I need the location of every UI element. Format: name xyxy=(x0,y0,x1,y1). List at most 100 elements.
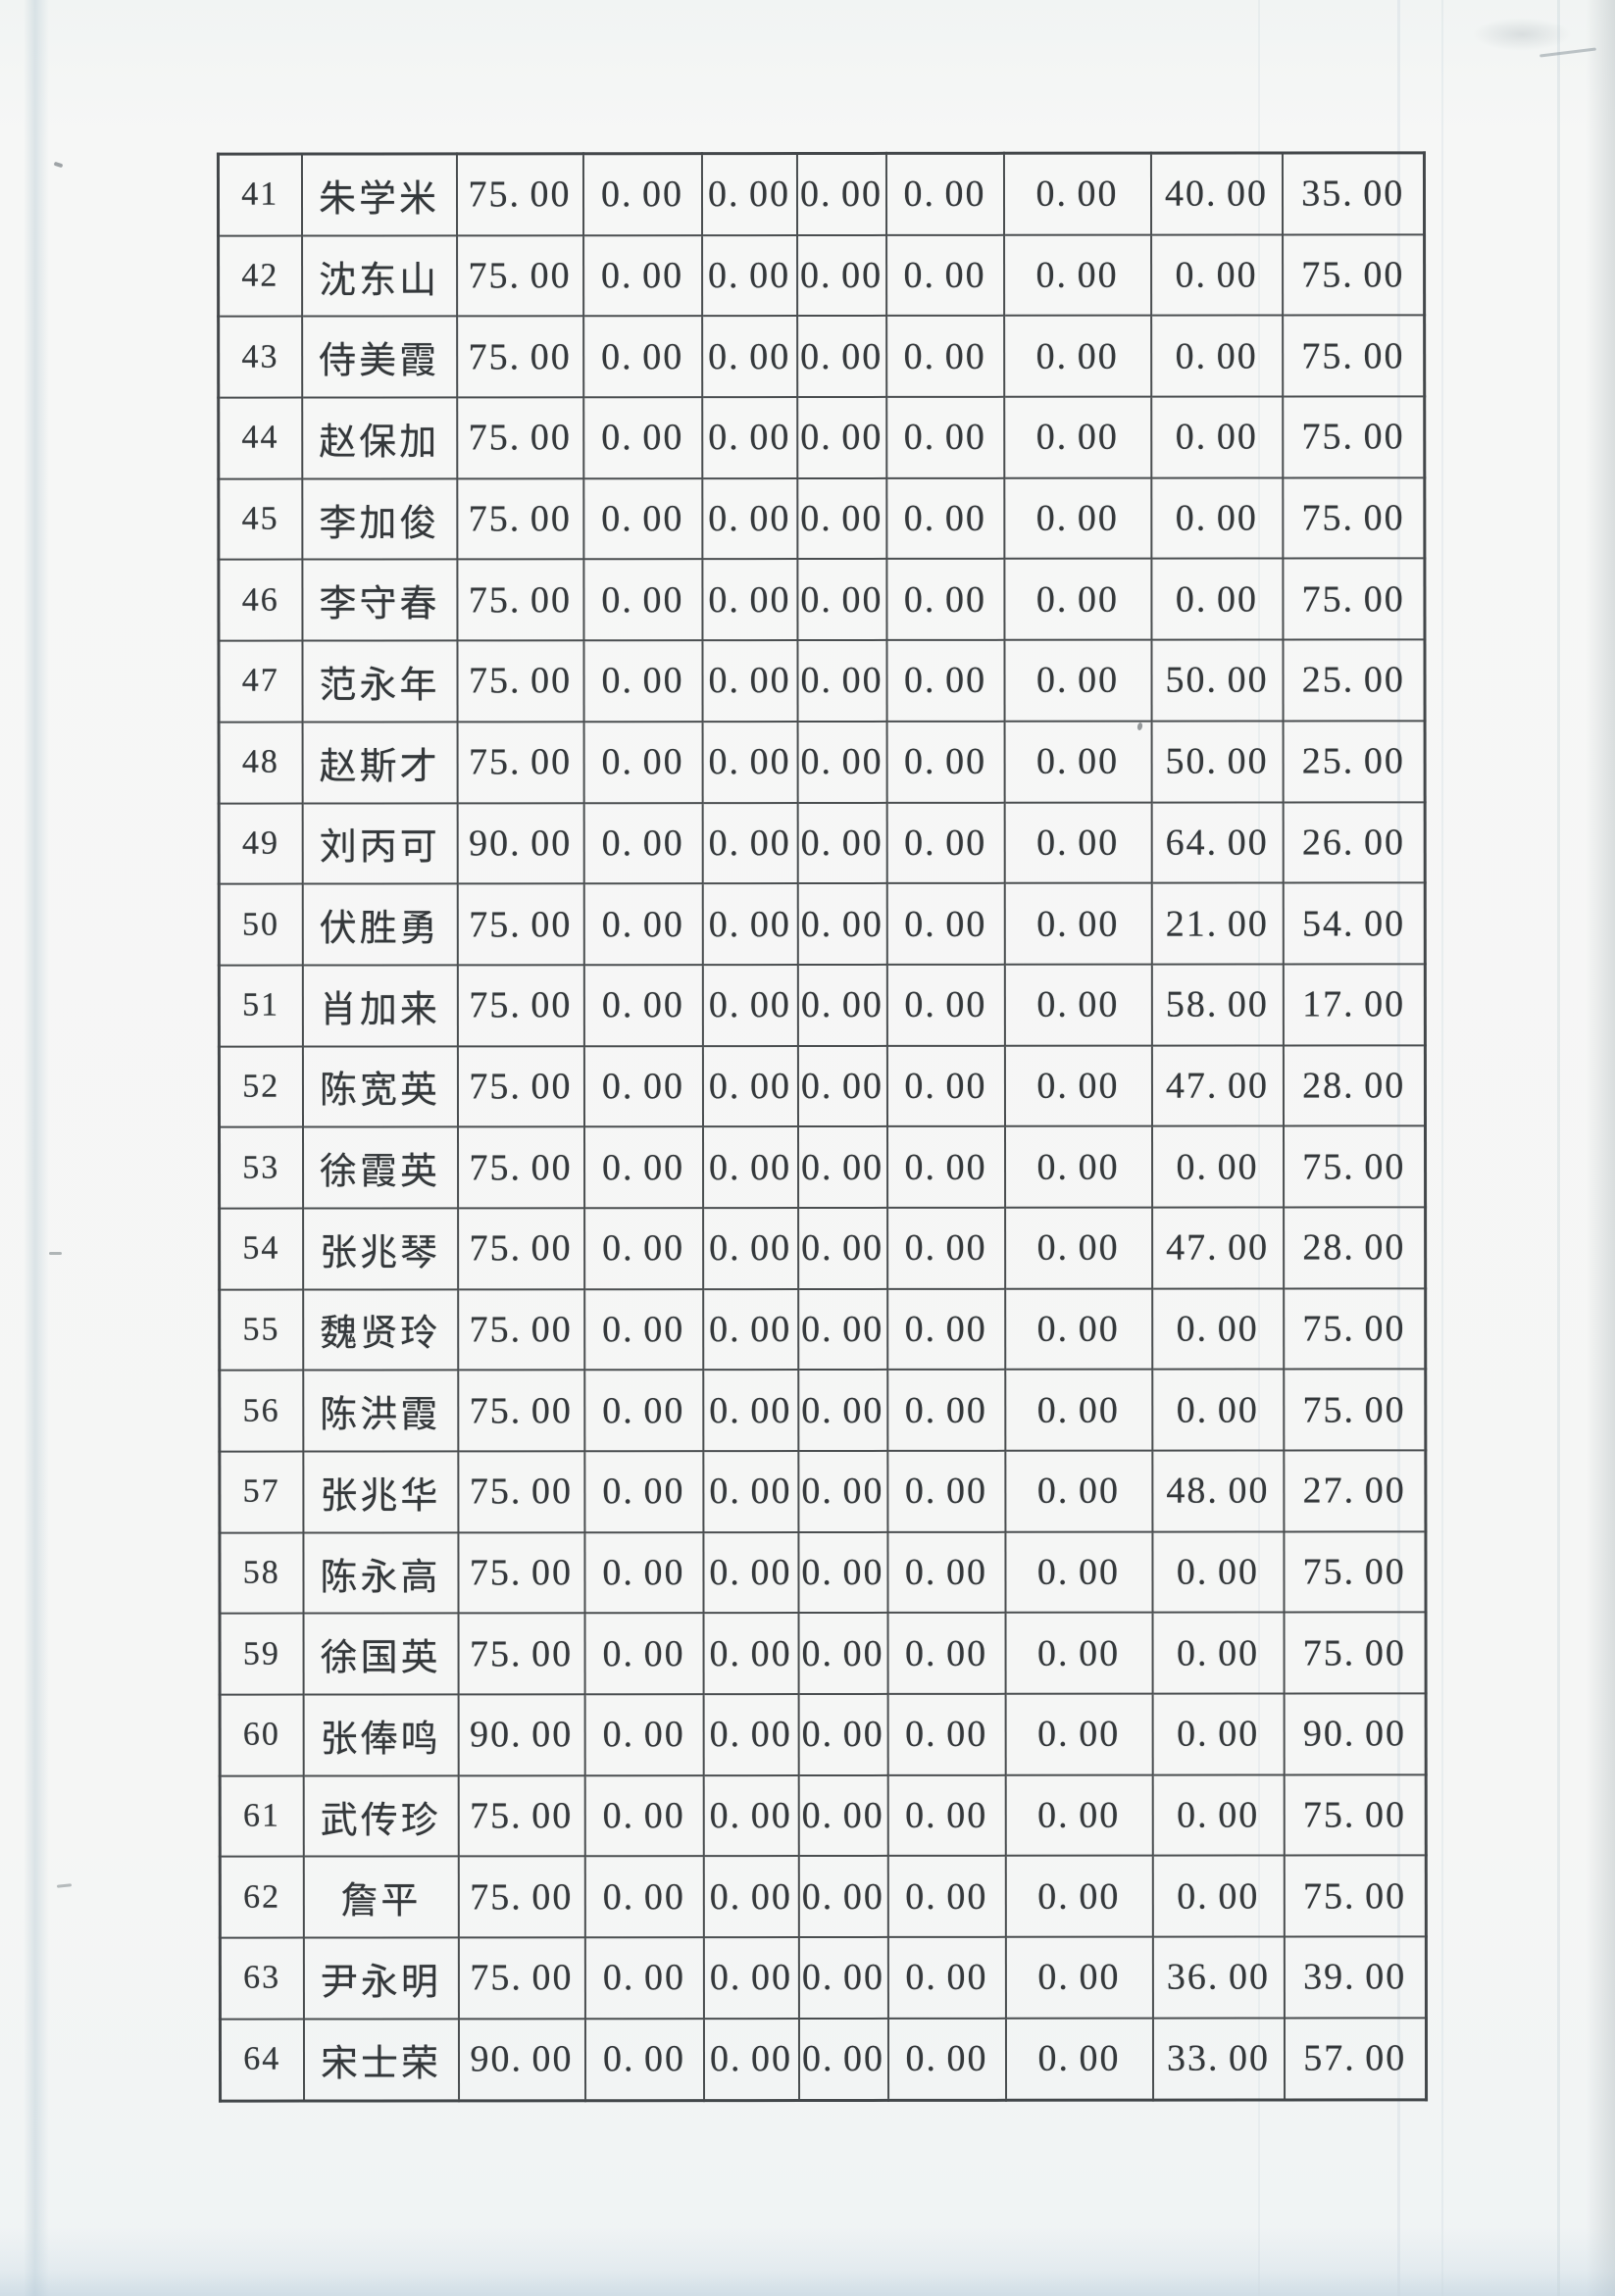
value-cell: 39. 00 xyxy=(1284,1936,1427,2019)
paper-fold-line xyxy=(1397,0,1400,2296)
value-cell: 0. 00 xyxy=(701,153,797,235)
value-cell: 0. 00 xyxy=(1150,315,1283,397)
value-cell: 0. 00 xyxy=(797,1126,887,1208)
value-cell: 0. 00 xyxy=(887,1936,1006,2019)
value-cell: 0. 00 xyxy=(584,1937,704,2020)
row-number-cell: 64 xyxy=(220,2019,304,2101)
value-cell: 0. 00 xyxy=(1004,964,1152,1046)
value-cell: 0. 00 xyxy=(886,721,1005,803)
value-cell: 25. 00 xyxy=(1283,721,1426,803)
value-cell: 0. 00 xyxy=(703,1856,799,1938)
table-row: 42 沈东山 75. 00 0. 00 0. 00 0. 00 0. 00 0. 00 0. 0… xyxy=(218,234,1425,318)
value-cell: 0. 00 xyxy=(886,1450,1005,1532)
value-cell: 75. 00 xyxy=(458,1613,585,1695)
value-cell: 75. 00 xyxy=(458,1775,585,1857)
value-cell: 0. 00 xyxy=(797,883,887,965)
table-row: 45 李加俊 75. 00 0. 00 0. 00 0. 00 0. 00 0. 00 0. 0… xyxy=(218,477,1425,561)
value-cell: 75. 00 xyxy=(457,1126,584,1209)
scan-edge-bottom xyxy=(0,2227,1615,2296)
value-cell: 0. 00 xyxy=(797,1450,887,1532)
name-cell: 徐霞英 xyxy=(302,1126,458,1209)
row-number-cell: 61 xyxy=(220,1775,304,1858)
value-cell: 21. 00 xyxy=(1151,882,1284,965)
value-cell: 0. 00 xyxy=(1004,1045,1152,1127)
margin-ink-mark xyxy=(53,161,64,169)
row-number-cell: 55 xyxy=(219,1289,303,1371)
value-cell: 0. 00 xyxy=(797,1288,887,1371)
value-cell: 75. 00 xyxy=(457,1451,584,1533)
paper-fold-line xyxy=(1557,0,1560,2296)
value-cell: 75. 00 xyxy=(456,478,583,560)
value-cell: 75. 00 xyxy=(1282,396,1425,478)
value-cell: 0. 00 xyxy=(1150,234,1283,317)
value-cell: 0. 00 xyxy=(796,153,886,235)
value-cell: 0. 00 xyxy=(885,477,1004,560)
value-cell: 0. 00 xyxy=(583,1288,703,1371)
name-cell: 赵斯才 xyxy=(302,722,458,804)
value-cell: 75. 00 xyxy=(458,1856,585,1938)
value-cell: 75. 00 xyxy=(1283,1125,1426,1208)
value-cell: 0. 00 xyxy=(703,1694,799,1775)
value-cell: 0. 00 xyxy=(886,964,1005,1046)
value-cell: 35. 00 xyxy=(1282,152,1425,235)
value-cell: 0. 00 xyxy=(583,1208,703,1289)
value-cell: 0. 00 xyxy=(702,1288,798,1371)
value-cell: 75. 00 xyxy=(1282,558,1425,640)
value-cell: 75. 00 xyxy=(456,559,583,641)
value-cell: 0. 00 xyxy=(582,316,702,398)
value-cell: 75. 00 xyxy=(457,1370,584,1452)
value-cell: 0. 00 xyxy=(885,316,1004,397)
name-cell: 魏贤玲 xyxy=(302,1289,458,1371)
value-cell: 75. 00 xyxy=(457,1288,584,1371)
value-cell: 0. 00 xyxy=(1003,153,1151,235)
value-cell: 0. 00 xyxy=(1151,1369,1284,1451)
value-cell: 33. 00 xyxy=(1152,2018,1285,2100)
value-cell: 0. 00 xyxy=(886,1045,1005,1127)
value-cell: 0. 00 xyxy=(583,1126,703,1209)
value-cell: 0. 00 xyxy=(1004,1125,1152,1208)
value-cell: 0. 00 xyxy=(797,802,887,884)
value-cell: 0. 00 xyxy=(1003,234,1151,317)
value-cell: 0. 00 xyxy=(702,1207,798,1289)
value-cell: 0. 00 xyxy=(886,1126,1005,1208)
table-row: 56 陈洪霞 75. 00 0. 00 0. 00 0. 00 0. 00 0. 00 0. 0… xyxy=(219,1369,1426,1452)
table-row: 60 张俸鸣 90. 00 0. 00 0. 00 0. 00 0. 00 0. 00 0. 0… xyxy=(220,1693,1427,1776)
table-row: 47 范永年 75. 00 0. 00 0. 00 0. 00 0. 00 0. 00 50. … xyxy=(218,639,1426,723)
value-cell: 75. 00 xyxy=(1283,1531,1427,1613)
value-cell: 0. 00 xyxy=(1004,1369,1152,1451)
value-cell: 0. 00 xyxy=(702,1126,798,1209)
name-cell: 宋士荣 xyxy=(303,2019,459,2101)
row-number-cell: 45 xyxy=(218,478,302,561)
value-cell: 75. 00 xyxy=(1284,1612,1427,1694)
value-cell: 0. 00 xyxy=(703,1613,799,1695)
name-cell: 侍美霞 xyxy=(301,316,457,398)
name-cell: 刘丙可 xyxy=(302,802,458,884)
table-row: 55 魏贤玲 75. 00 0. 00 0. 00 0. 00 0. 00 0. 00 0. 0… xyxy=(219,1287,1426,1371)
value-cell: 17. 00 xyxy=(1283,964,1426,1046)
row-number-cell: 62 xyxy=(220,1856,304,1938)
value-cell: 27. 00 xyxy=(1283,1450,1426,1532)
value-cell: 0. 00 xyxy=(582,640,703,723)
value-cell: 0. 00 xyxy=(583,965,703,1046)
name-cell: 詹平 xyxy=(303,1856,459,1938)
margin-ink-mark xyxy=(49,1252,62,1255)
value-cell: 0. 00 xyxy=(702,964,798,1046)
value-cell: 0. 00 xyxy=(887,1856,1006,1938)
value-cell: 0. 00 xyxy=(1004,1207,1152,1289)
value-cell: 90. 00 xyxy=(1284,1693,1427,1775)
value-cell: 50. 00 xyxy=(1150,639,1284,722)
value-cell: 0. 00 xyxy=(886,1288,1005,1371)
name-cell: 范永年 xyxy=(301,640,458,723)
row-number-cell: 44 xyxy=(218,397,302,479)
scan-smudge xyxy=(1473,18,1571,51)
row-number-cell: 50 xyxy=(219,883,303,966)
value-cell: 50. 00 xyxy=(1151,721,1284,803)
value-cell: 0. 00 xyxy=(702,883,798,966)
name-cell: 沈东山 xyxy=(301,235,457,317)
row-number-cell: 52 xyxy=(219,1046,303,1127)
value-cell: 0. 00 xyxy=(703,1774,799,1857)
table-row: 53 徐霞英 75. 00 0. 00 0. 00 0. 00 0. 00 0. 00 0. 0… xyxy=(219,1125,1426,1209)
value-cell: 57. 00 xyxy=(1284,2018,1427,2100)
value-cell: 0. 00 xyxy=(796,559,886,641)
value-cell: 0. 00 xyxy=(1004,1450,1152,1532)
